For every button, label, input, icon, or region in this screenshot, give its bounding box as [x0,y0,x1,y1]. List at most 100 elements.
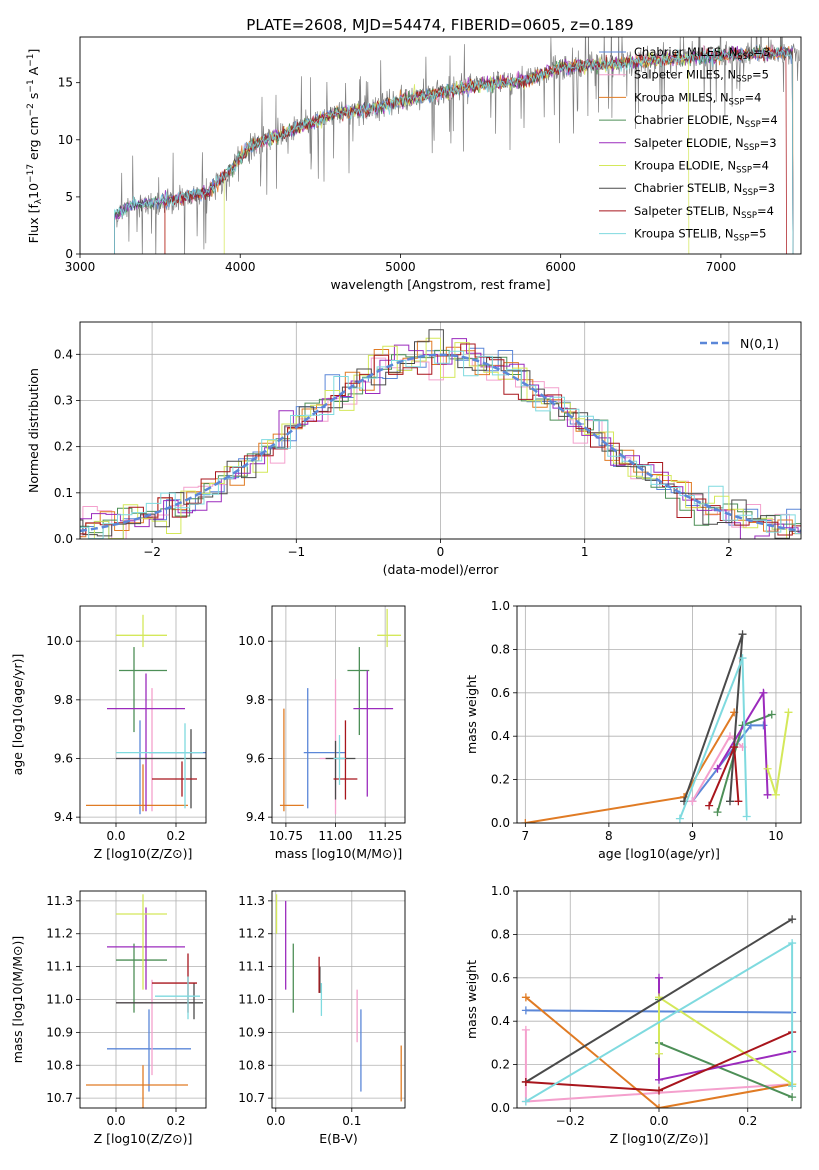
panel-spectrum: 3000 4000 5000 6000 7000 0 5 10 15 wavelength [An… [26,36,802,292]
series-marker-6 [726,797,734,806]
plot-area [279,608,402,815]
y-tick-label: 10.8 [238,1058,265,1072]
y-tick-label: 5 [65,190,73,204]
panel-mass_weight_vs_age: 7 8 9 10 0.0 0.2 0.4 0.6 0.8 1.0 age [log10(age/yr… [464,599,802,861]
y-tick-label: 11.2 [238,927,265,941]
series-line-7 [708,746,740,806]
figure-title: PLATE=2608, MJD=54474, FIBERID=0605, z=0… [246,16,633,34]
series-marker-2 [521,819,530,823]
y-tick-label: 0.2 [54,440,73,454]
x-tick-label: 0.2 [738,1114,757,1128]
y-tick-label: 11.0 [46,993,73,1007]
legend-sub: SSP [737,52,753,62]
series-marker-4 [759,688,768,697]
x-tick-label: 0.2 [166,829,185,843]
x-tick-label: 0 [437,545,445,559]
legend-text: Salpeter ELODIE, N [634,136,744,150]
legend-label-0: Chabrier MILES, NSSP=3 [634,45,770,62]
legend-suffix: =5 [752,68,769,82]
y-tick-label: 9.6 [54,751,73,765]
legend-label-6: Chabrier STELIB, NSSP=3 [634,181,775,198]
label-part: −17 [26,164,36,183]
y-tick-label: 15 [58,76,73,90]
y-tick-label: 0.4 [491,1014,510,1028]
x-tick-label: 9 [689,829,697,843]
x-axis-label: (data-model)/error [383,562,500,577]
axes-frame [271,605,406,824]
y-tick-label: 9.4 [246,810,265,824]
normal-curve [80,353,801,533]
series-marker-3 [767,710,776,719]
y-tick-label: 10.7 [46,1091,73,1105]
panel-mass_vs_Z: 0.0 0.2 10.7 10.8 10.9 11.0 11.1 11.2 11.3 Z [log… [10,890,207,1146]
x-tick-label: −2 [143,545,161,559]
y-tick-label: 0.4 [54,347,73,361]
series-marker-3 [788,1093,797,1102]
legend-text: Kroupa STELIB, N [634,227,734,241]
legend-text: Kroupa MILES, N [634,90,729,104]
y-tick-label: 10.0 [46,634,73,648]
x-tick-label: 0.0 [106,1114,125,1128]
series-marker-5 [771,790,780,799]
x-tick-label: 7 [522,829,530,843]
legend-suffix: =3 [753,45,770,59]
legend-suffix: =4 [761,113,778,127]
axes-frame [79,890,207,1109]
series-marker-8 [738,654,747,663]
legend-label-4: Salpeter ELODIE, NSSP=3 [634,136,777,153]
histogram-step-8 [80,350,801,539]
y-tick-label: 0.0 [491,816,510,830]
x-axis-label: E(B-V) [319,1131,358,1146]
label-part: λ [34,198,44,204]
y-tick-label: 10.9 [46,1025,73,1039]
y-tick-label: 11.1 [238,960,265,974]
series-marker-6 [738,630,747,639]
y-tick-label: 0.6 [491,686,510,700]
legend-label-2: Kroupa MILES, NSSP=4 [634,90,761,107]
plot-area [521,915,797,1108]
series-marker-8 [521,1097,530,1106]
y-tick-label: 0.8 [491,642,510,656]
x-tick-label: 11.25 [368,829,402,843]
plot-area [521,630,793,823]
label-part: −2 [26,103,36,116]
x-tick-label: 0.0 [266,1114,285,1128]
x-tick-label: 6000 [545,260,576,274]
label-part: ] [26,49,41,54]
series-line-6 [683,633,744,802]
y-tick-label: 0.0 [491,1101,510,1115]
x-axis-label: Z [log10(Z/Z⊙)] [610,1131,709,1146]
x-axis-label: Z [log10(Z/Z⊙)] [94,1131,193,1146]
legend-label-5: Kroupa ELODIE, NSSP=4 [634,159,769,176]
legend-label-7: Salpeter STELIB, NSSP=4 [634,204,774,221]
histogram-step-4 [80,338,801,539]
panel-mass_vs_EBV: 0.0 0.1 10.7 10.8 10.9 11.0 11.1 11.2 11.3 E(B-V) [238,890,406,1146]
series-marker-7 [730,743,739,752]
y-axis-label: mass [log10(M/M⊙)] [10,936,25,1064]
series-marker-6 [788,915,797,924]
series-marker-8 [788,1082,797,1091]
x-tick-label: 3000 [65,260,96,274]
panel-mass_weight_vs_Z: −0.2 0.0 0.2 0.0 0.2 0.4 0.6 0.8 1.0 Z [log10(Z/Z… [464,884,802,1146]
series-marker-8 [788,939,797,948]
y-tick-label: 9.8 [54,693,73,707]
series-marker-4 [655,973,663,982]
series-marker-7 [734,797,743,806]
x-tick-label: −1 [287,545,305,559]
observed-spectrum [114,37,800,254]
x-axis-label: age [log10(age/yr)] [598,846,720,861]
label-part: 10 [26,183,41,199]
y-tick-label: 0.3 [54,393,73,407]
legend-label-3: Chabrier ELODIE, NSSP=4 [634,113,778,130]
y-tick-label: 10 [58,133,73,147]
x-axis-label: mass [log10(M/M⊙)] [275,846,403,861]
x-tick-label: 0.0 [649,1114,668,1128]
y-tick-label: 11.1 [46,960,73,974]
y-axis-label: mass weight [464,675,479,754]
y-tick-label: 0.2 [491,773,510,787]
label-part: Flux [f [26,204,41,244]
series-marker-5 [763,764,772,773]
series-line-2 [525,711,736,823]
x-tick-label: 10 [768,829,783,843]
